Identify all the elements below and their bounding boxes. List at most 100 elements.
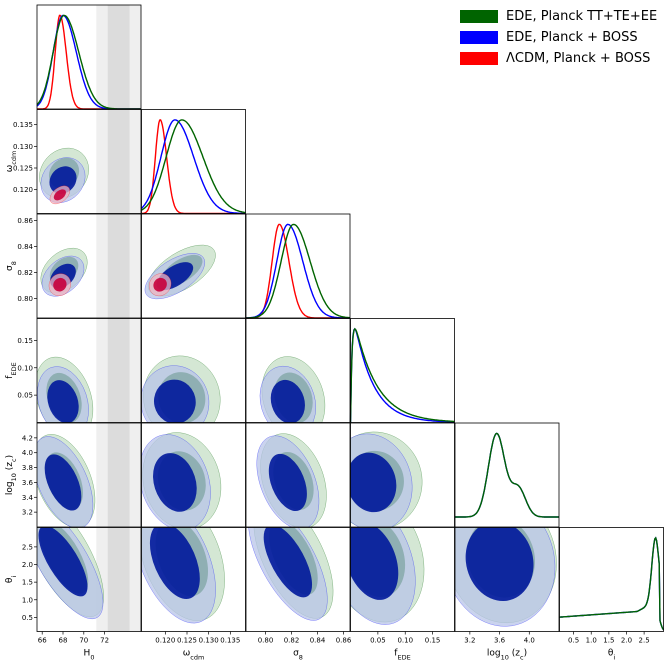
legend: EDE, Planck TT+TE+EE EDE, Planck + BOSS … [460,6,660,69]
y-tick-label: 0.135 [13,121,33,129]
x-tick-label: 68 [59,637,68,645]
x-tick-label: 3.6 [494,637,506,645]
contour-1sigma [38,527,88,597]
posterior-curve [349,327,455,423]
y-tick-label: 0.80 [17,295,33,303]
contour-1sigma [53,277,67,292]
sh0es-band-1sigma [107,214,130,318]
y-tick-label: 0.05 [17,392,33,400]
x-axis-label: H0 [84,649,95,662]
contour-panel [245,318,351,423]
contour-group [256,433,327,527]
contour-group [37,423,141,527]
posterior-curve [246,223,350,319]
panel-frame [36,527,142,632]
y-tick-label: 0.120 [13,186,33,194]
x-tick-label: 0.15 [425,637,441,645]
y-tick-label: 2.5 [22,543,33,551]
x-tick-label: 1.0 [586,637,597,645]
y-tick-label: 4.0 [22,449,33,457]
y-tick-label: 2.0 [22,561,33,569]
contour-group [141,355,221,423]
contour-panel [36,422,142,528]
posterior-curve [559,536,665,631]
y-tick-label: 0.86 [17,217,33,225]
contour-1sigma [350,527,399,600]
legend-swatch-red [460,52,498,65]
sh0es-band-1sigma [107,423,130,527]
posterior-curve [349,327,455,423]
contour-panel [36,318,142,423]
posterior-curve [246,223,350,319]
contour-group [350,527,425,625]
contour-panel [454,527,560,632]
y-axis-label: log10 (zc) [5,455,18,495]
x-tick-label: 1.5 [603,637,614,645]
posterior-curve [246,223,351,319]
legend-swatch-blue [460,31,498,44]
panel-frame [245,422,351,528]
contour-1sigma [153,277,167,292]
x-tick-label: 70 [79,637,88,645]
legend-label: EDE, Planck TT+TE+EE [506,9,658,24]
panel-frame [245,213,351,319]
contour-group [455,527,557,627]
legend-item: EDE, Planck + BOSS [460,27,660,48]
x-tick-label: 0.10 [397,637,413,645]
y-tick-label: 4.2 [22,434,33,442]
contour-1sigma [44,454,82,511]
panel-frame [141,213,246,319]
contour-1sigma [465,527,534,602]
sh0es-band-1sigma [107,318,130,423]
diagonal-panel [141,109,246,215]
y-tick-label: 0.82 [17,269,33,277]
x-tick-label: 0.5 [568,637,579,645]
contour-group [39,109,141,214]
panel-frame [350,527,455,632]
panel-frame [141,318,246,423]
x-tick-label: 0.05 [370,637,386,645]
x-tick-label: 0.135 [220,637,240,645]
sh0es-band-1sigma [107,5,130,109]
panel-frame [350,318,455,423]
y-tick-label: 0.5 [22,614,33,622]
contour-group [248,527,334,621]
y-tick-label: 1.5 [22,579,33,587]
x-axis-label: σ8 [293,649,303,662]
contour-panel [350,527,455,632]
panel-frame [454,527,560,632]
y-tick-label: 0.15 [17,337,33,345]
posterior-curve [455,432,559,518]
panel-frame [454,422,560,528]
sh0es-band-1sigma [107,527,130,632]
y-axis-label: fEDE [5,362,18,378]
contour-1sigma [53,189,66,201]
x-tick-label: 0.86 [336,637,352,645]
legend-label: EDE, Planck + BOSS [506,30,638,45]
contour-1sigma [268,453,307,512]
legend-label: ΛCDM, Planck + BOSS [506,51,651,66]
x-tick-label: 0.125 [177,637,197,645]
x-tick-label: 72 [100,637,109,645]
contour-panel [245,527,351,632]
y-tick-label: 0.10 [17,364,33,372]
x-axis-label: fEDE [394,649,410,662]
x-tick-label: 66 [38,637,47,645]
x-tick-label: 3.2 [464,637,475,645]
contour-group [40,214,141,318]
panel-frame [350,422,455,528]
panel-frame [559,527,664,632]
x-tick-label: 2.0 [621,637,632,645]
y-tick-label: 0.84 [17,243,33,251]
x-tick-label: 0.120 [155,637,175,645]
panel-frame [36,318,142,423]
panel-frame [245,527,351,632]
panel-frame [36,422,142,528]
x-tick-label: 2.5 [639,637,650,645]
y-tick-label: 3.4 [22,494,34,502]
contour-panel [36,527,142,632]
y-axis-label: σ8 [5,261,18,271]
x-tick-label: 0.80 [258,637,274,645]
y-tick-label: 1.0 [22,596,33,604]
panel-frame [36,4,142,110]
